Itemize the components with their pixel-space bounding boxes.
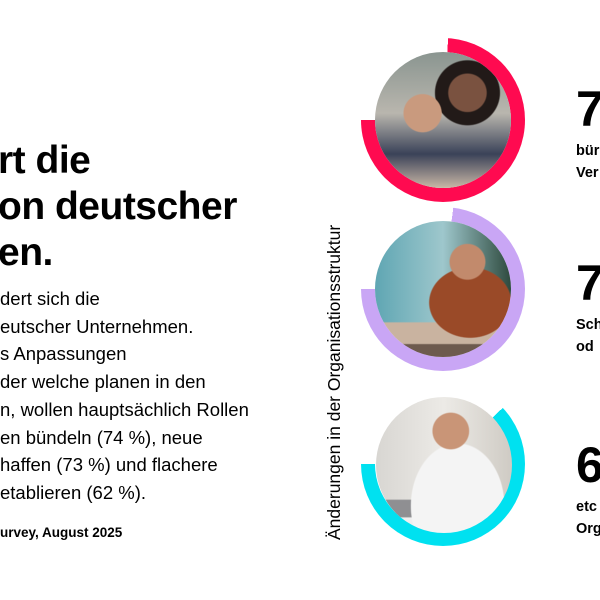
headline: rt die on deutscher en.: [0, 138, 237, 276]
body-line: en bündeln (74 %), neue: [0, 426, 203, 448]
stat-text: Ver: [576, 165, 599, 181]
stat-2: 7 Sch od: [576, 258, 600, 358]
stat-text: Org: [576, 521, 600, 537]
body-line: etablieren (62 %).: [0, 481, 147, 503]
stat-1: 7 bür Ver: [576, 84, 600, 184]
stat-number: 7: [576, 255, 600, 311]
vertical-label: Änderungen in der Organisationsstruktur: [324, 224, 344, 540]
stat-text: od: [576, 339, 594, 355]
headline-line: rt die: [0, 139, 91, 182]
body-line: dert sich die: [0, 288, 100, 309]
stat-text: Sch: [576, 317, 600, 333]
headline-line: en.: [0, 231, 53, 274]
stat-text: bür: [576, 143, 600, 159]
stat-text: etc: [576, 499, 597, 515]
stat-3: 6 etc Org: [576, 440, 600, 540]
body-line: n, wollen hauptsächlich Rollen: [0, 398, 249, 420]
body-line: s Anpassungen: [0, 343, 127, 365]
source-note: urvey, August 2025: [0, 525, 123, 540]
body-text: dert sich die eutscher Unternehmen. s An…: [0, 285, 249, 507]
body-line: eutscher Unternehmen.: [0, 315, 194, 337]
body-line: haffen (73 %) und flachere: [0, 454, 218, 476]
stat-number: 6: [576, 437, 600, 493]
headline-line: on deutscher: [0, 185, 237, 228]
body-line: der welche planen in den: [0, 371, 206, 393]
photo-man-laptop: [375, 221, 511, 357]
stat-number: 7: [576, 81, 600, 137]
photo-two-colleagues: [375, 52, 511, 188]
photo-man-tablet: [376, 397, 512, 533]
